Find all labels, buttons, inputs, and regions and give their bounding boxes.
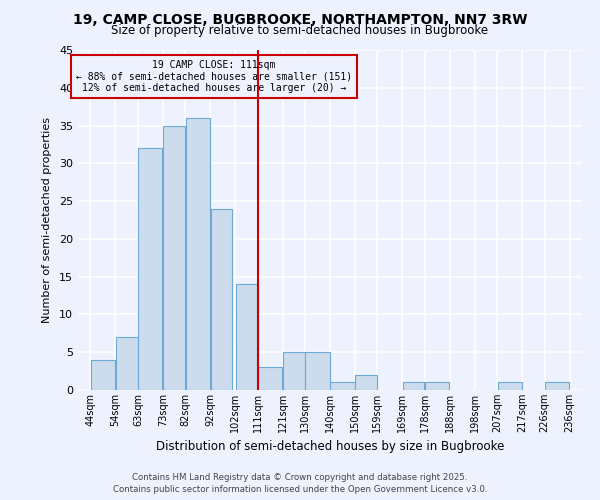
Bar — [236, 284, 257, 390]
Bar — [403, 382, 424, 390]
Bar — [258, 368, 282, 390]
Bar — [91, 360, 115, 390]
Text: Size of property relative to semi-detached houses in Bugbrooke: Size of property relative to semi-detach… — [112, 24, 488, 37]
Bar — [138, 148, 163, 390]
X-axis label: Distribution of semi-detached houses by size in Bugbrooke: Distribution of semi-detached houses by … — [156, 440, 504, 454]
Bar — [545, 382, 569, 390]
Y-axis label: Number of semi-detached properties: Number of semi-detached properties — [42, 117, 52, 323]
Bar — [497, 382, 522, 390]
Bar — [163, 126, 185, 390]
Text: 19 CAMP CLOSE: 111sqm
← 88% of semi-detached houses are smaller (151)
12% of sem: 19 CAMP CLOSE: 111sqm ← 88% of semi-deta… — [76, 60, 352, 94]
Bar — [355, 375, 377, 390]
Bar — [283, 352, 305, 390]
Text: Contains HM Land Registry data © Crown copyright and database right 2025.
Contai: Contains HM Land Registry data © Crown c… — [113, 472, 487, 494]
Bar — [185, 118, 210, 390]
Text: 19, CAMP CLOSE, BUGBROOKE, NORTHAMPTON, NN7 3RW: 19, CAMP CLOSE, BUGBROOKE, NORTHAMPTON, … — [73, 12, 527, 26]
Bar — [305, 352, 329, 390]
Bar — [425, 382, 449, 390]
Bar — [331, 382, 355, 390]
Bar — [211, 208, 232, 390]
Bar — [116, 337, 137, 390]
